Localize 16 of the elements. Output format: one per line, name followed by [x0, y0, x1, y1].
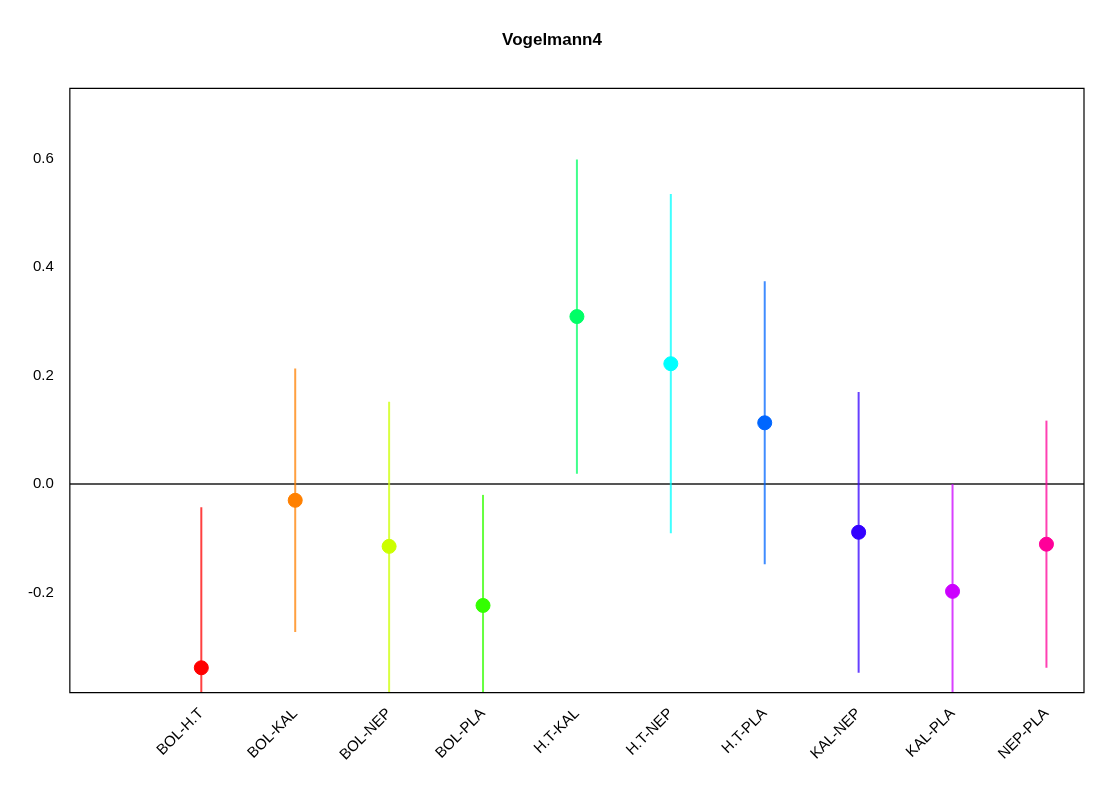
- chart-title: Vogelmann4: [502, 29, 603, 49]
- y-tick-label: 0.2: [32, 365, 54, 383]
- point: [193, 660, 209, 676]
- y-tick-label: -0.2: [27, 582, 54, 600]
- point: [851, 524, 867, 540]
- point: [663, 356, 679, 372]
- point: [945, 583, 961, 599]
- y-tick-label: 0.0: [32, 474, 54, 492]
- point: [287, 492, 303, 508]
- point: [475, 597, 491, 613]
- point: [757, 415, 773, 431]
- point: [381, 538, 397, 554]
- y-tick-label: 0.6: [32, 149, 54, 166]
- point: [1038, 536, 1054, 552]
- y-tick-label: 0.4: [32, 257, 54, 275]
- point: [569, 309, 585, 325]
